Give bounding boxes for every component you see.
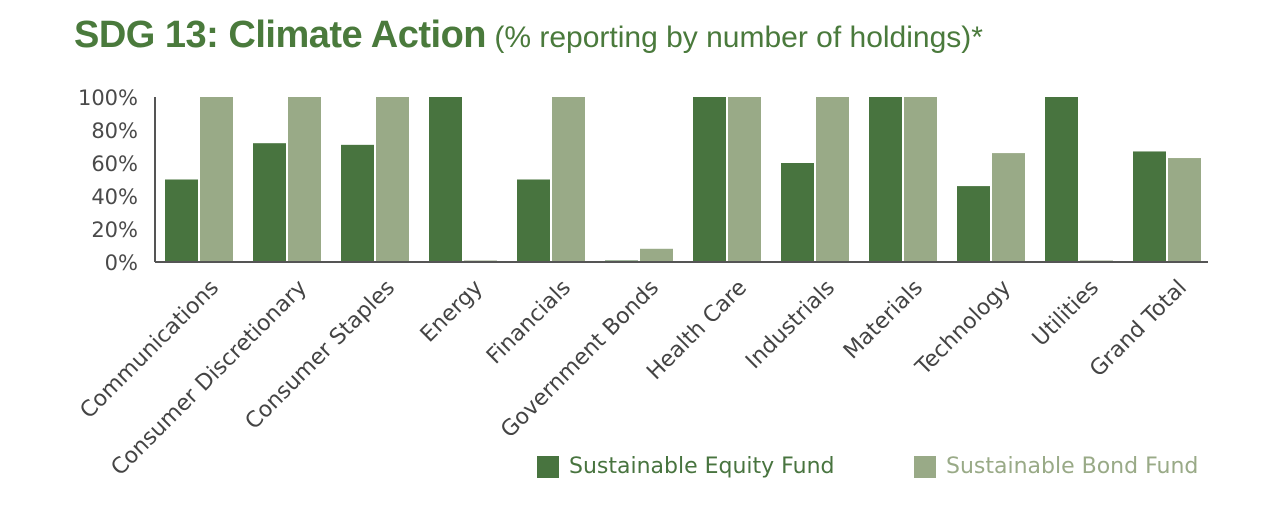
- legend-swatch-bond: [914, 455, 936, 478]
- bar-bond: [200, 97, 233, 262]
- y-axis-ticks: 100% 80% 60% 40% 20% 0%: [78, 86, 138, 275]
- bar-equity: [253, 143, 286, 262]
- bar-bond: [1168, 158, 1201, 262]
- x-category-label: Government Bonds: [496, 275, 664, 443]
- bar-bond: [992, 153, 1025, 262]
- x-category-label: Consumer Staples: [241, 275, 400, 434]
- x-category-label: Materials: [839, 275, 928, 364]
- bar-equity: [341, 144, 374, 262]
- legend-item-equity: Sustainable Equity Fund: [537, 454, 834, 479]
- y-tick-label: 20%: [91, 218, 138, 242]
- legend-item-bond: Sustainable Bond Fund: [914, 454, 1198, 479]
- bar-bond: [904, 97, 937, 262]
- bar-bond: [288, 97, 321, 262]
- y-tick-label: 60%: [91, 152, 138, 176]
- y-tick-label: 80%: [91, 119, 138, 143]
- legend-label-equity: Sustainable Equity Fund: [569, 454, 835, 479]
- bar-equity: [869, 97, 902, 262]
- x-category-label: Energy: [416, 275, 488, 347]
- bar-bond: [640, 248, 673, 262]
- chart-title-sub: (% reporting by number of holdings)*: [486, 21, 983, 54]
- bar-equity: [165, 179, 198, 262]
- legend-swatch-equity: [537, 455, 559, 478]
- legend-label-bond: Sustainable Bond Fund: [946, 454, 1199, 479]
- bar-bond: [376, 97, 409, 262]
- chart-title-main: SDG 13: Climate Action: [74, 14, 487, 56]
- bar-equity: [1133, 151, 1166, 262]
- bar-bond: [728, 97, 761, 262]
- bars: [165, 97, 1201, 262]
- bar-equity: [429, 97, 462, 262]
- bar-bond: [552, 97, 585, 262]
- x-category-label: Utilities: [1028, 275, 1104, 351]
- bar-equity: [1045, 97, 1078, 262]
- bar-equity: [693, 97, 726, 262]
- x-category-label: Industrials: [741, 275, 840, 374]
- bar-bond: [816, 97, 849, 262]
- y-tick-label: 0%: [105, 251, 138, 275]
- bar-equity: [517, 179, 550, 262]
- bar-equity: [957, 186, 990, 262]
- bar-equity: [781, 163, 814, 262]
- chart-title: SDG 13: Climate Action (% reporting by n…: [74, 14, 983, 57]
- x-category-label: Financials: [482, 275, 576, 369]
- y-tick-label: 100%: [78, 86, 138, 110]
- y-tick-label: 40%: [91, 185, 138, 209]
- x-category-label: Technology: [910, 275, 1016, 381]
